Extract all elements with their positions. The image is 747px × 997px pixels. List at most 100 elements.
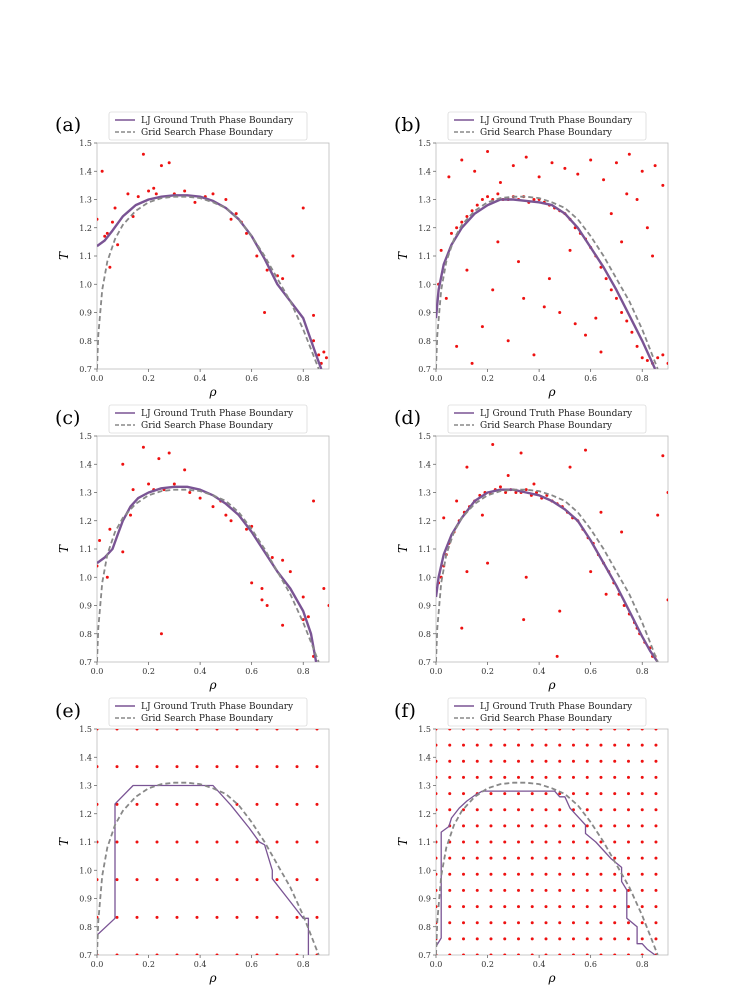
sample-point [470,209,474,213]
sample-point [573,322,577,326]
sample-point [626,937,630,941]
sample-point [215,802,219,806]
y-tick-label: 1.5 [418,725,431,734]
sample-point [475,937,479,941]
x-axis-label: ρ [208,971,216,985]
sample-point [281,623,285,627]
sample-point [585,840,589,844]
sample-point [571,953,575,955]
sample-point [626,921,630,925]
sample-point [558,824,562,828]
sample-point [448,937,452,941]
plot-area [436,442,668,662]
panel-label: (f) [394,700,416,722]
sample-point [235,765,239,769]
y-tick-label: 1.5 [79,432,92,441]
sample-point [159,164,163,168]
sample-point [157,457,161,461]
sample-point [480,198,484,201]
sample-point [571,792,575,796]
legend: LJ Ground Truth Phase Boundary Grid Searc… [447,697,647,727]
sample-point [558,840,562,844]
sample-point [558,872,562,876]
sample-point [599,792,603,796]
y-tick-label: 0.8 [79,337,92,346]
sample-point [183,189,187,193]
sample-point [503,808,507,812]
y-tick-label: 1.1 [79,838,92,847]
sample-point [475,759,479,763]
sample-point [154,192,158,196]
sample-point [462,905,466,909]
sample-point [585,937,589,941]
y-tick-label: 1.4 [79,167,92,176]
sample-point [514,491,518,494]
plot-frame [435,728,669,956]
sample-point [462,840,466,844]
y-tick-label: 0.8 [418,923,431,932]
sample-point [544,953,548,955]
panel-a: (a) 0.0 0.2 0.4 0.6 0.8 0.7 0.8 0.9 1.0 1.1 1.2 1.3 1… [55,111,330,399]
sample-point [550,161,554,165]
y-tick-label: 1.3 [418,196,431,205]
sample-point [315,840,319,844]
sample-point [275,878,279,882]
sample-point [229,217,233,221]
sample-point [439,248,443,252]
sample-point [183,468,187,472]
sample-point [613,872,617,876]
sample-point [195,953,199,955]
sample-point [544,792,548,796]
sample-point [135,953,139,955]
sample-point [640,937,644,941]
sample-point [620,311,624,314]
sample-point [155,953,159,955]
sample-point [448,759,452,763]
sample-point [155,878,159,882]
sample-point [255,878,259,882]
sample-point [516,888,520,892]
sample-point [503,888,507,892]
sample-point [626,729,630,731]
x-tick-label: 0.6 [584,667,597,676]
sample-point [585,872,589,876]
sample-point [530,937,534,941]
x-tick-label: 0.6 [245,960,258,969]
sample-point [448,792,452,796]
sample-point [599,888,603,892]
sample-point [301,206,305,210]
sample-point [281,558,285,562]
sample-point [584,333,588,337]
x-axis-label: ρ [547,971,555,985]
sample-point [544,729,548,731]
sample-point [97,765,99,769]
sample-point [444,296,448,300]
sample-point [503,856,507,860]
sample-point [516,840,520,844]
sample-point [626,872,630,876]
sample-point [599,872,603,876]
sample-point [613,729,617,731]
sample-point [465,570,469,574]
sample-point [516,953,520,955]
sample-point [224,513,228,517]
sample-point [115,765,119,769]
plot-area [436,149,668,369]
sample-point [98,539,102,543]
y-tick-label: 1.0 [79,280,92,289]
sample-point [448,729,452,731]
sample-point [275,802,279,806]
legend-box [108,404,308,434]
sample-point [275,729,279,731]
sample-point [613,759,617,763]
sample-point [585,905,589,909]
sample-point [489,824,493,828]
sample-point [455,499,459,503]
y-tick-label: 0.7 [418,365,431,374]
y-tick-label: 1.3 [418,782,431,791]
sample-point [475,872,479,876]
sample-point [436,792,438,796]
sample-point [306,615,310,619]
sample-point [135,802,139,806]
grid-search-boundary-line [97,781,320,955]
